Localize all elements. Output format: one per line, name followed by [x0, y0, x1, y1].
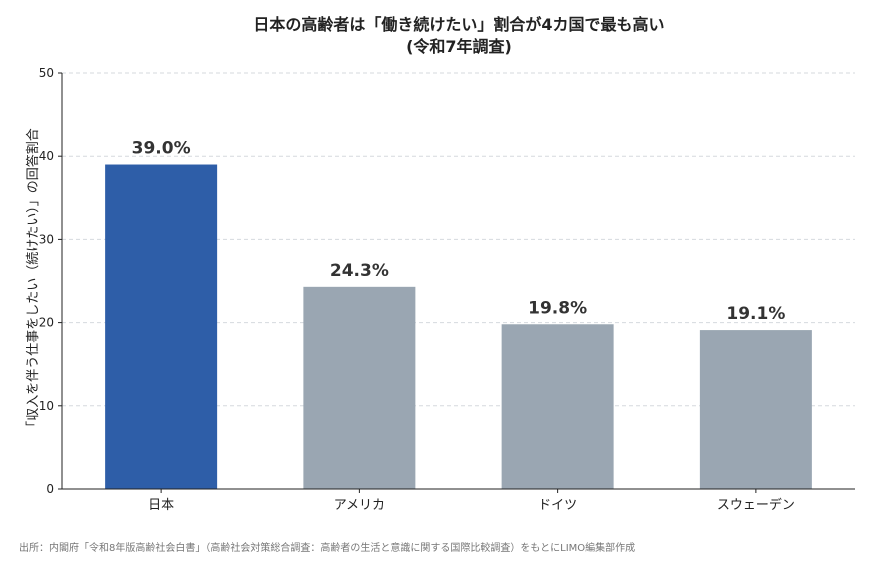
bar	[501, 324, 614, 489]
x-tick-label: ドイツ	[538, 498, 577, 513]
y-ticks: 0 10 20 30 40 50	[39, 66, 62, 496]
chart-title: 日本の高齢者は「働き続けたい」割合が4カ国で最も高い	[253, 15, 664, 34]
y-tick-label: 20	[39, 316, 54, 330]
bars	[105, 164, 812, 489]
bar	[105, 164, 218, 489]
y-tick-label: 40	[39, 149, 54, 163]
x-tick-label: アメリカ	[334, 498, 385, 513]
y-tick-label: 0	[46, 482, 54, 496]
bar	[303, 286, 416, 489]
y-tick-label: 10	[39, 399, 54, 413]
chart-subtitle: (令和7年調査)	[406, 37, 512, 56]
data-label: 19.8%	[528, 298, 587, 318]
y-axis-label: 「収入を伴う仕事をしたい（続けたい）」の回答割合	[25, 128, 41, 434]
value-labels: 39.0% 24.3% 19.8% 19.1%	[132, 139, 786, 325]
x-tick-label: 日本	[148, 498, 174, 513]
y-tick-label: 50	[39, 66, 54, 80]
x-ticks: 日本 アメリカ ドイツ スウェーデン	[148, 489, 795, 513]
bar	[699, 330, 812, 489]
data-label: 24.3%	[330, 261, 389, 281]
y-tick-label: 30	[39, 232, 54, 246]
x-tick-label: スウェーデン	[717, 497, 795, 513]
data-label: 39.0%	[132, 139, 191, 159]
source-note: 出所：内閣府「令和8年版高齢社会白書」（高齢社会対策総合調査：高齢者の生活と意識…	[19, 541, 635, 554]
data-label: 19.1%	[726, 304, 785, 324]
